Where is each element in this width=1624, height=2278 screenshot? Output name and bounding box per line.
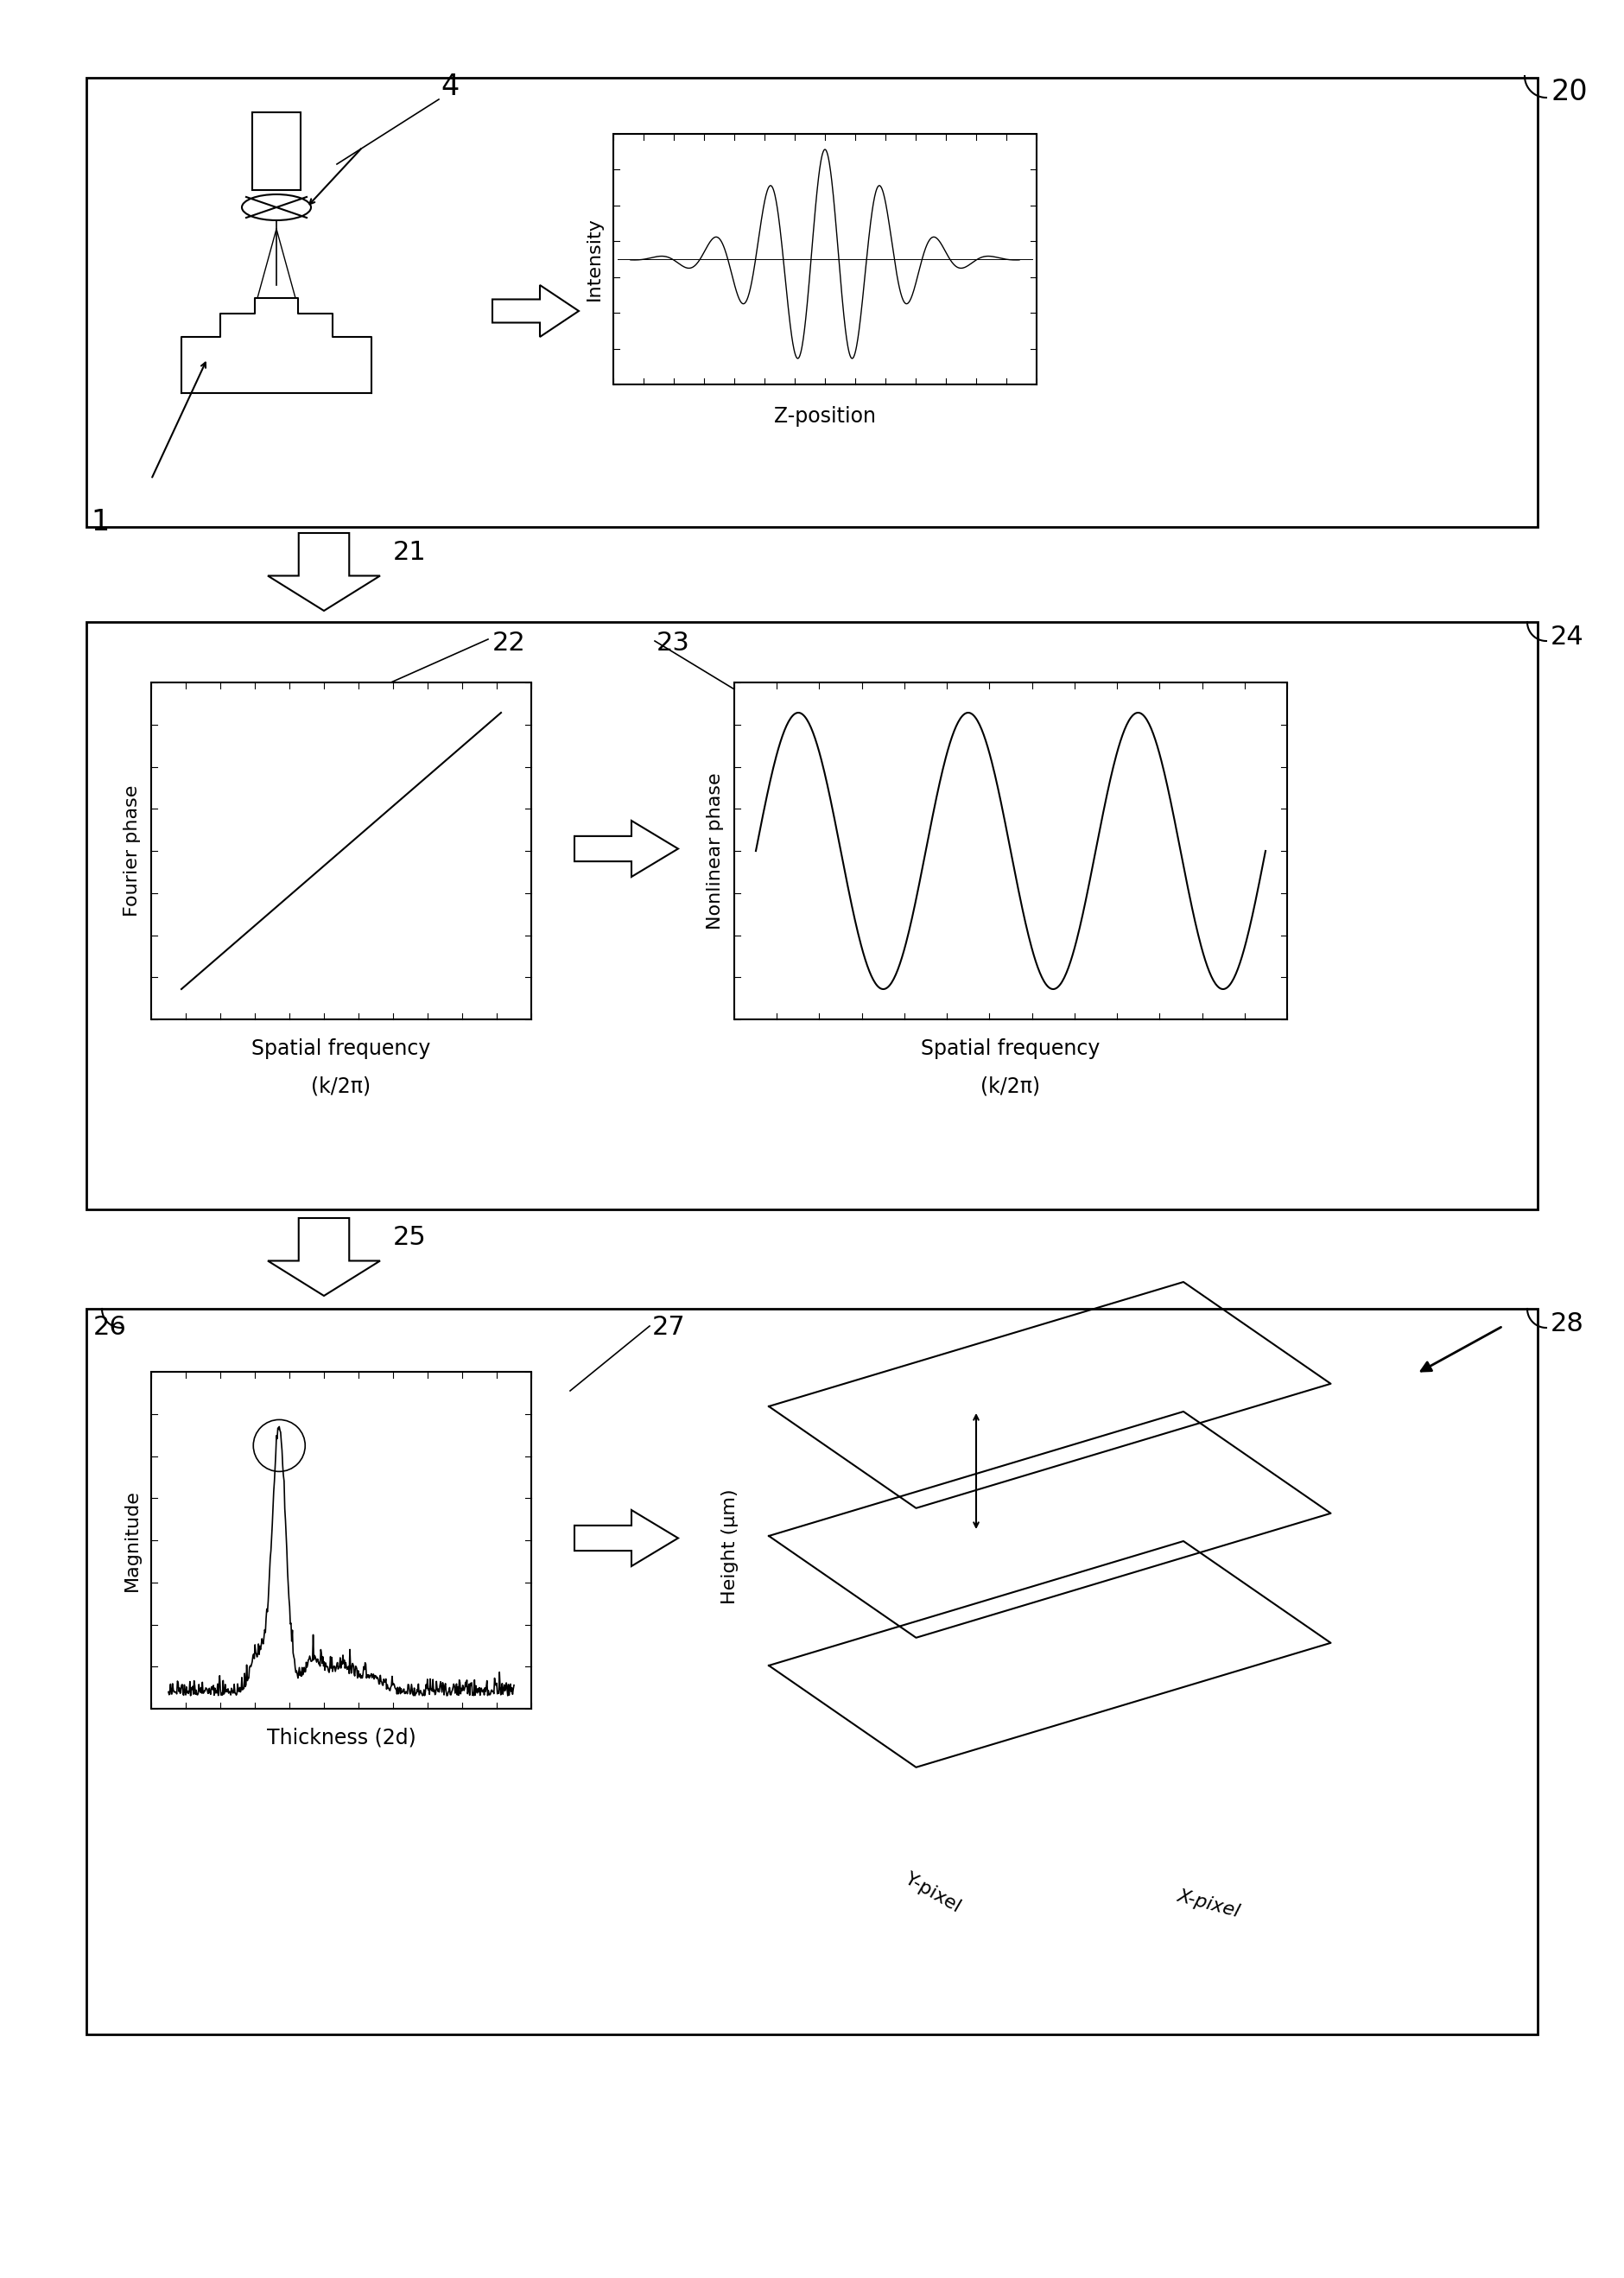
Text: (k/2π): (k/2π) <box>981 1075 1039 1096</box>
Polygon shape <box>268 533 380 611</box>
Polygon shape <box>575 1510 677 1567</box>
Text: 22: 22 <box>492 631 526 656</box>
Bar <box>151 683 531 1018</box>
Text: (k/2π): (k/2π) <box>312 1075 370 1096</box>
Polygon shape <box>492 285 578 337</box>
Bar <box>86 622 1536 1210</box>
Text: 24: 24 <box>1549 624 1583 649</box>
Text: 21: 21 <box>393 540 425 565</box>
Bar <box>151 1371 531 1708</box>
Ellipse shape <box>242 194 310 221</box>
Text: 27: 27 <box>651 1314 685 1339</box>
Text: Y-pixel: Y-pixel <box>901 1870 963 1916</box>
Text: 26: 26 <box>93 1314 127 1339</box>
Text: Magnitude: Magnitude <box>123 1490 141 1590</box>
Text: 28: 28 <box>1549 1312 1583 1337</box>
Text: X-pixel: X-pixel <box>1176 1888 1242 1920</box>
Text: Z-position: Z-position <box>773 405 875 426</box>
Text: Height (μm): Height (μm) <box>721 1488 739 1604</box>
Text: Thickness (2d): Thickness (2d) <box>266 1727 416 1750</box>
Text: 4: 4 <box>440 73 458 100</box>
Text: Spatial frequency: Spatial frequency <box>921 1039 1099 1059</box>
Text: Fourier phase: Fourier phase <box>123 786 141 916</box>
Bar <box>252 112 300 189</box>
Text: 1: 1 <box>91 508 109 538</box>
Bar <box>612 134 1036 385</box>
Text: Nonlinear phase: Nonlinear phase <box>706 772 724 929</box>
Bar <box>734 683 1286 1018</box>
Text: 23: 23 <box>656 631 690 656</box>
Bar <box>86 77 1536 526</box>
Text: Intensity: Intensity <box>585 216 603 301</box>
Polygon shape <box>268 1219 380 1296</box>
Text: 20: 20 <box>1549 77 1587 107</box>
Bar <box>86 1310 1536 2034</box>
Polygon shape <box>575 820 677 877</box>
Text: Spatial frequency: Spatial frequency <box>252 1039 430 1059</box>
Text: 25: 25 <box>393 1226 425 1251</box>
